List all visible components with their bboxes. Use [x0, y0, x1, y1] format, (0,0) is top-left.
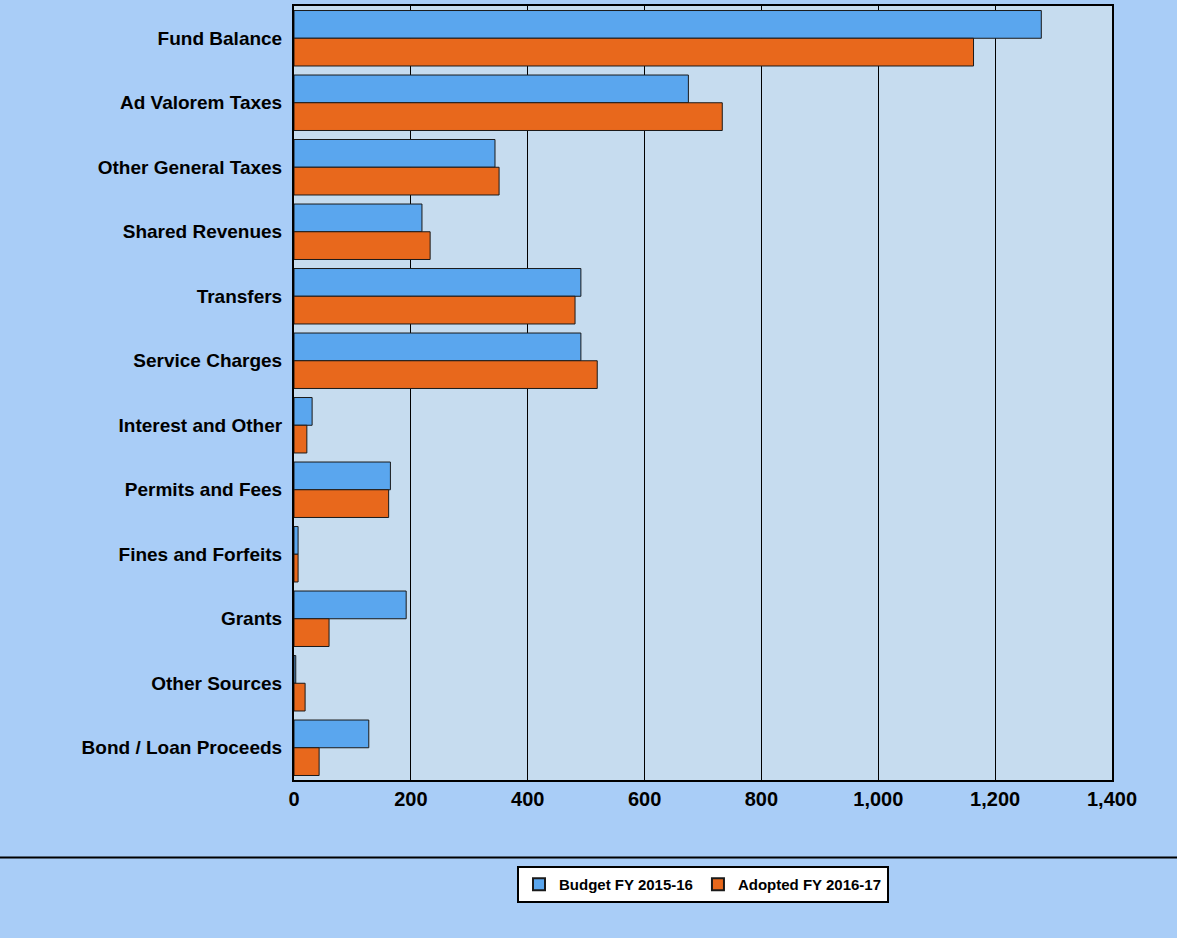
svg-text:600: 600: [628, 788, 661, 810]
svg-text:Shared Revenues: Shared Revenues: [123, 221, 282, 242]
svg-text:Bond / Loan Proceeds: Bond / Loan Proceeds: [82, 737, 283, 758]
svg-text:1,000: 1,000: [853, 788, 903, 810]
svg-text:0: 0: [288, 788, 299, 810]
svg-text:1,400: 1,400: [1087, 788, 1137, 810]
svg-text:Adopted FY 2016-17: Adopted FY 2016-17: [738, 876, 881, 893]
svg-text:Service Charges: Service Charges: [133, 350, 282, 371]
svg-text:Permits and Fees: Permits and Fees: [125, 479, 282, 500]
svg-text:Other General Taxes: Other General Taxes: [98, 157, 282, 178]
svg-text:Budget FY 2015-16: Budget FY 2015-16: [559, 876, 693, 893]
svg-text:Interest and Other: Interest and Other: [119, 415, 283, 436]
svg-text:400: 400: [511, 788, 544, 810]
svg-text:Other Sources: Other Sources: [151, 673, 282, 694]
svg-text:200: 200: [394, 788, 427, 810]
svg-text:Fines and Forfeits: Fines and Forfeits: [119, 544, 283, 565]
svg-text:Ad Valorem Taxes: Ad Valorem Taxes: [120, 92, 282, 113]
svg-text:1,200: 1,200: [970, 788, 1020, 810]
svg-text:Grants: Grants: [221, 608, 282, 629]
svg-text:Transfers: Transfers: [197, 286, 283, 307]
svg-text:Fund Balance: Fund Balance: [158, 28, 283, 49]
svg-text:800: 800: [745, 788, 778, 810]
